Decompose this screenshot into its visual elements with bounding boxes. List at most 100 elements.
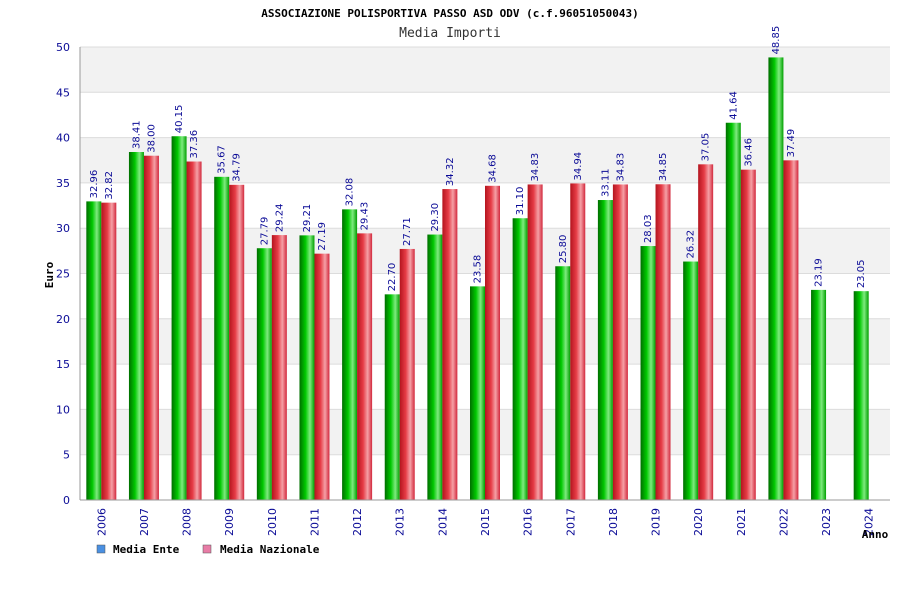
y-tick-labels: 0 5 10 15 20 25 30 35 40 45 50 xyxy=(56,41,70,507)
bar-media-nazionale xyxy=(612,184,628,501)
x-tick-label: 2012 xyxy=(351,508,364,536)
y-tick-label: 45 xyxy=(56,86,70,99)
bar-media-ente xyxy=(811,289,827,500)
x-tick-label: 2014 xyxy=(436,508,449,536)
bar-media-nazionale xyxy=(357,233,373,500)
data-label: 35.67 xyxy=(217,145,228,174)
x-tick-label: 2006 xyxy=(95,508,108,536)
bar-media-ente xyxy=(427,234,443,501)
bar-media-ente xyxy=(725,122,741,500)
chart-title: ASSOCIAZIONE POLISPORTIVA PASSO ASD ODV … xyxy=(261,7,639,20)
y-axis-label: Euro xyxy=(43,261,56,288)
x-tick-label: 2013 xyxy=(394,508,407,536)
data-label: 25.80 xyxy=(558,235,569,264)
y-tick-label: 30 xyxy=(56,222,70,235)
data-label: 41.64 xyxy=(728,91,739,120)
data-label: 34.79 xyxy=(232,153,243,182)
bar-media-ente xyxy=(597,200,613,500)
bar-media-ente xyxy=(768,57,784,500)
data-label: 40.15 xyxy=(174,105,185,134)
y-tick-label: 35 xyxy=(56,177,70,190)
x-tick-label: 2023 xyxy=(820,508,833,536)
data-label: 23.58 xyxy=(473,255,484,284)
data-label: 31.10 xyxy=(515,187,526,216)
bar-media-nazionale xyxy=(655,184,671,500)
data-label: 37.05 xyxy=(701,133,712,162)
data-label: 23.05 xyxy=(856,260,867,289)
y-tick-label: 10 xyxy=(56,403,70,416)
bar-media-ente xyxy=(128,152,144,500)
x-tick-label: 2017 xyxy=(564,508,577,536)
y-tick-label: 15 xyxy=(56,358,70,371)
x-tick-label: 2010 xyxy=(266,508,279,536)
data-label: 34.83 xyxy=(615,153,626,182)
legend-swatch-nazionale xyxy=(202,544,212,554)
axes xyxy=(79,47,890,501)
legend-swatch-ente xyxy=(96,544,106,554)
x-tick-label: 2020 xyxy=(692,508,705,536)
data-label: 34.68 xyxy=(488,154,499,183)
x-tick-label: 2019 xyxy=(650,508,663,536)
y-tick-label: 5 xyxy=(63,449,70,462)
y-tick-label: 50 xyxy=(56,41,70,54)
x-tick-label: 2011 xyxy=(308,508,321,536)
bar-media-nazionale xyxy=(485,185,500,500)
data-label: 38.00 xyxy=(146,124,157,153)
legend-label-ente: Media Ente xyxy=(113,543,180,556)
bar-media-nazionale xyxy=(783,160,799,500)
data-label: 27.79 xyxy=(259,217,270,246)
x-tick-label: 2024 xyxy=(863,508,876,536)
bar-media-ente xyxy=(384,294,400,500)
data-label: 22.70 xyxy=(387,263,398,292)
data-label: 33.11 xyxy=(600,168,611,197)
x-tick-label: 2021 xyxy=(735,508,748,536)
bar-media-ente xyxy=(683,261,699,500)
data-label: 48.85 xyxy=(771,26,782,55)
bar-media-nazionale xyxy=(143,155,159,500)
bar-media-ente xyxy=(640,246,656,500)
y-tick-label: 20 xyxy=(56,313,70,326)
data-label: 36.46 xyxy=(743,138,754,167)
data-label: 29.30 xyxy=(430,203,441,232)
data-label: 32.82 xyxy=(104,171,115,200)
data-label: 32.08 xyxy=(345,178,356,207)
bar-media-nazionale xyxy=(399,248,415,500)
x-tick-label: 2015 xyxy=(479,508,492,536)
bar-media-nazionale xyxy=(186,161,202,500)
x-tick-label: 2022 xyxy=(777,508,790,536)
data-label: 32.96 xyxy=(89,170,100,199)
chart-subtitle: Media Importi xyxy=(399,26,501,41)
bar-media-ente xyxy=(299,235,315,500)
x-tick-label: 2016 xyxy=(522,508,535,536)
data-label: 37.36 xyxy=(189,130,200,159)
data-label: 34.83 xyxy=(530,153,541,182)
bar-media-nazionale xyxy=(527,184,543,501)
bar-media-nazionale xyxy=(271,235,287,500)
y-tick-label: 40 xyxy=(56,132,70,145)
data-label: 34.85 xyxy=(658,153,669,182)
data-label: 34.94 xyxy=(573,152,584,181)
legend: Media Ente Media Nazionale xyxy=(96,543,320,556)
data-label: 23.19 xyxy=(814,258,825,287)
bar-media-nazionale xyxy=(740,169,756,500)
bar-media-ente xyxy=(214,176,230,500)
data-label: 29.43 xyxy=(360,202,371,231)
bar-media-ente xyxy=(853,291,869,500)
bar-media-ente xyxy=(171,136,187,500)
data-label: 26.32 xyxy=(686,230,697,259)
x-tick-label: 2018 xyxy=(607,508,620,536)
bar-media-nazionale xyxy=(101,202,117,500)
bar-media-nazionale xyxy=(442,189,458,501)
bar-media-ente xyxy=(555,266,571,500)
data-label: 34.32 xyxy=(445,157,456,186)
x-tick-label: 2008 xyxy=(181,508,194,536)
bar-media-nazionale xyxy=(570,183,586,500)
y-tick-label: 25 xyxy=(56,268,70,281)
data-labels: 32.96 32.82 38.41 38.00 40.15 37.36 35.67 34.79… xyxy=(89,26,867,292)
bar-media-nazionale xyxy=(314,253,330,500)
bar-media-ente xyxy=(512,218,528,500)
x-tick-labels: 2006 2007 2008 2009 2010 2011 2012 2013 2014 2015… xyxy=(95,508,875,536)
bar-media-nazionale xyxy=(229,184,245,500)
x-tick-label: 2009 xyxy=(223,508,236,536)
